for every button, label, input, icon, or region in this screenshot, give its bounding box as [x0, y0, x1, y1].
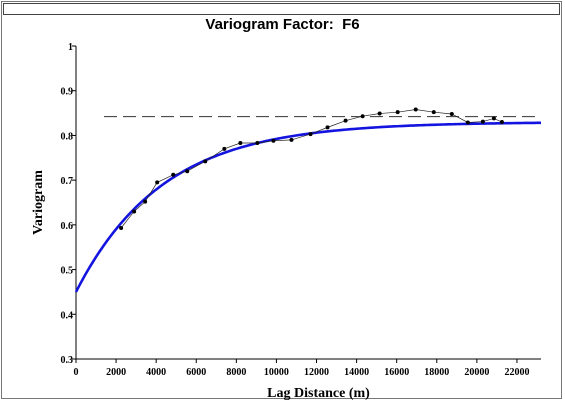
experimental-point: [413, 107, 418, 112]
experimental-point: [271, 138, 276, 143]
model-curve: [74, 121, 542, 293]
x-tick-label: 8000: [226, 367, 246, 378]
experimental-point: [238, 141, 243, 146]
x-tick-label: 10000: [264, 367, 289, 378]
experimental-point: [155, 180, 160, 185]
experimental-point: [499, 120, 504, 125]
x-axis-label: Lag Distance (m): [267, 386, 370, 401]
x-tick-label: 20000: [464, 367, 489, 378]
experimental-point: [222, 146, 227, 151]
x-tick-label: 4000: [146, 367, 166, 378]
chart-title: Variogram Factor: F6: [205, 16, 360, 33]
x-tick-label: 16000: [384, 367, 409, 378]
y-tick-label: 0.7: [61, 176, 74, 187]
y-tick-label: 0.5: [61, 266, 74, 277]
experimental-point: [325, 125, 330, 130]
experimental-point: [431, 110, 436, 115]
x-tick-label: 12000: [304, 367, 329, 378]
y-tick-label: 0.6: [61, 221, 74, 232]
experimental-point: [255, 141, 260, 146]
y-tick-label: 0.9: [61, 87, 74, 98]
experimental-point: [171, 172, 176, 177]
y-tick-label: 0.8: [61, 131, 74, 142]
experimental-point: [308, 132, 313, 137]
experimental-point: [360, 114, 365, 119]
y-tick-label: 0.4: [61, 310, 74, 321]
experimental-point: [395, 110, 400, 115]
experimental-point: [377, 111, 382, 116]
experimental-point: [143, 199, 148, 204]
experimental-point: [119, 225, 124, 230]
x-tick-label: 22000: [504, 367, 529, 378]
y-tick-label: 0.3: [61, 355, 74, 366]
x-tick-label: 0: [74, 367, 79, 378]
experimental-point: [203, 159, 208, 164]
experimental-point: [289, 137, 294, 142]
experimental-line: [120, 109, 503, 229]
x-tick-label: 18000: [424, 367, 449, 378]
experimental-point: [185, 169, 190, 174]
y-axis-label: Variogram: [31, 170, 46, 235]
x-tick-label: 2000: [106, 367, 126, 378]
x-tick-label: 6000: [186, 367, 206, 378]
x-tick-label: 14000: [344, 367, 369, 378]
experimental-point: [465, 120, 470, 125]
experimental-point: [480, 119, 485, 124]
experimental-point: [132, 209, 137, 214]
experimental-point: [491, 116, 496, 121]
header-box: [3, 3, 560, 15]
experimental-point: [343, 118, 348, 123]
y-tick-label: 1: [68, 42, 73, 53]
experimental-point: [449, 111, 454, 116]
